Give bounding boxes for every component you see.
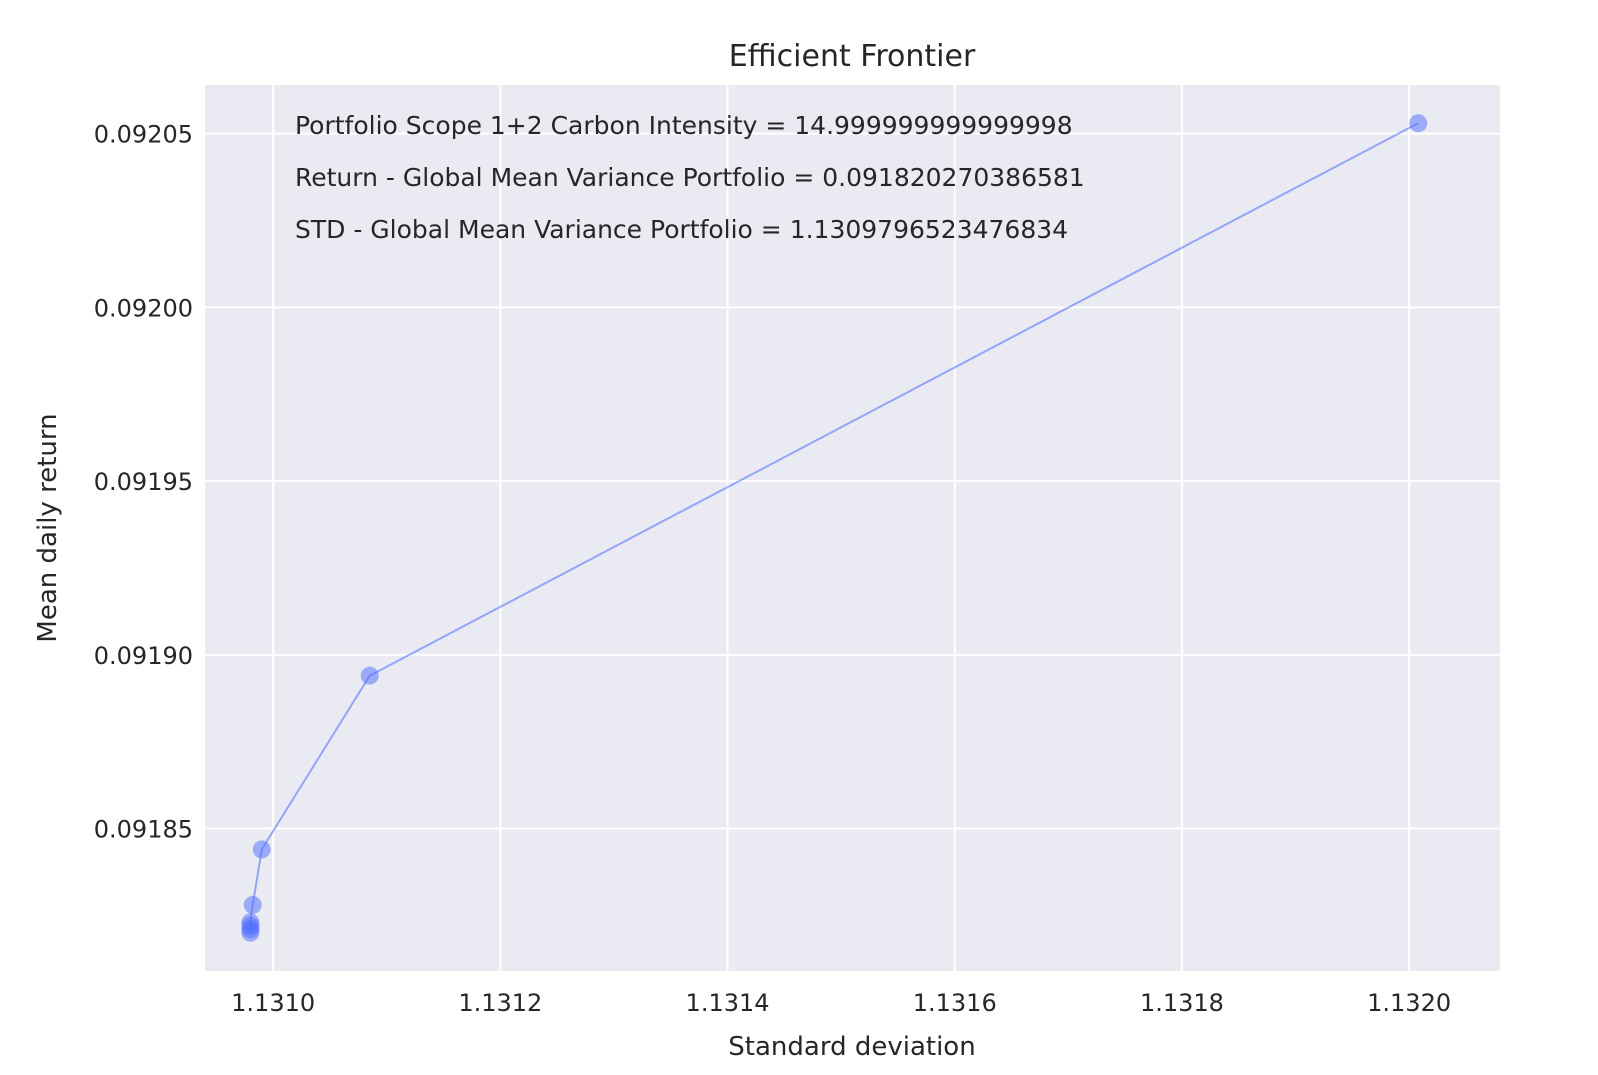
- grid-lines: [205, 85, 1500, 971]
- plot-background: [205, 85, 1500, 971]
- annotation-gmv-std: STD - Global Mean Variance Portfolio = 1…: [295, 215, 1068, 244]
- frontier-point: [241, 913, 260, 932]
- y-axis-label: Mean daily return: [33, 413, 63, 642]
- y-tick-labels: 0.09185 0.09190 0.09195 0.09200 0.09205: [94, 121, 193, 844]
- y-tick-label: 0.09185: [94, 816, 193, 844]
- x-tick-label: 1.1316: [913, 989, 997, 1017]
- x-tick-label: 1.1312: [458, 989, 542, 1017]
- annotation-gmv-return: Return - Global Mean Variance Portfolio …: [295, 163, 1085, 192]
- frontier-point: [1409, 114, 1428, 133]
- y-tick-label: 0.09195: [94, 468, 193, 496]
- frontier-point: [243, 895, 262, 914]
- x-tick-label: 1.1314: [686, 989, 770, 1017]
- series-layer: [241, 114, 1428, 942]
- frontier-point: [360, 666, 379, 685]
- chart-title: Efficient Frontier: [729, 39, 976, 74]
- x-tick-label: 1.1310: [231, 989, 315, 1017]
- y-tick-label: 0.09200: [94, 294, 193, 322]
- x-tick-label: 1.1318: [1140, 989, 1224, 1017]
- y-tick-label: 0.09190: [94, 642, 193, 670]
- x-axis-label: Standard deviation: [728, 1032, 975, 1062]
- annotation-carbon-intensity: Portfolio Scope 1+2 Carbon Intensity = 1…: [295, 111, 1073, 140]
- y-tick-label: 0.09205: [94, 121, 193, 149]
- frontier-point: [252, 840, 271, 859]
- x-tick-label: 1.1320: [1367, 989, 1451, 1017]
- x-tick-labels: 1.1310 1.1312 1.1314 1.1316 1.1318 1.1320: [231, 989, 1451, 1017]
